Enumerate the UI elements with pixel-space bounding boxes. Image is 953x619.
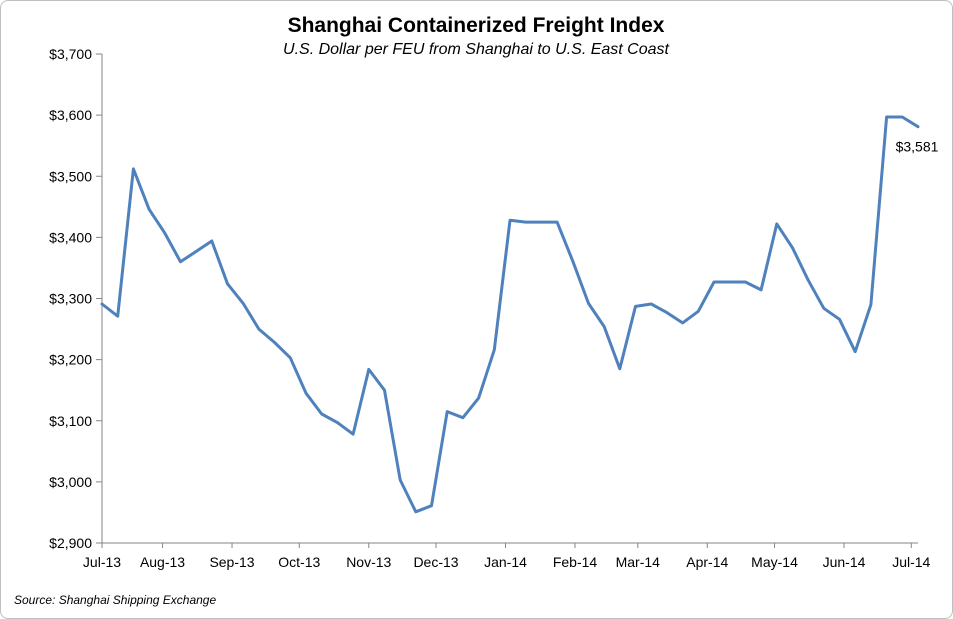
y-tick-label: $3,300 <box>49 291 92 307</box>
x-tick-label: Jan-14 <box>484 554 527 570</box>
x-tick-label: May-14 <box>751 554 798 570</box>
x-tick-label: Feb-14 <box>553 554 598 570</box>
x-tick-label: Jul-13 <box>83 554 121 570</box>
x-tick-label: Aug-13 <box>140 554 185 570</box>
y-axis-ticks: $2,900 $3,000 $3,100 $3,200 $3,300 $3,400 $3,5… <box>49 46 102 551</box>
y-tick-label: $3,000 <box>49 474 92 490</box>
x-tick-label: Sep-13 <box>209 554 254 570</box>
y-tick-label: $3,400 <box>49 229 92 245</box>
x-axis-ticks: Jul-13 Aug-13 Sep-13 Oct-13 Nov-13 Dec-13 Jan-… <box>83 543 931 570</box>
x-tick-label: Dec-13 <box>413 554 458 570</box>
y-tick-label: $3,200 <box>49 352 92 368</box>
y-tick-label: $3,100 <box>49 413 92 429</box>
y-tick-label: $3,600 <box>49 107 92 123</box>
x-tick-label: Nov-13 <box>346 554 391 570</box>
x-tick-label: Mar-14 <box>616 554 661 570</box>
y-tick-label: $3,700 <box>49 46 92 62</box>
y-tick-label: $2,900 <box>49 535 92 551</box>
chart-source: Source: Shanghai Shipping Exchange <box>14 593 216 607</box>
x-tick-label: Oct-13 <box>278 554 320 570</box>
chart-subtitle: U.S. Dollar per FEU from Shanghai to U.S… <box>283 41 669 58</box>
x-tick-label: Jul-14 <box>892 554 930 570</box>
chart-title: Shanghai Containerized Freight Index <box>288 14 665 37</box>
y-tick-label: $3,500 <box>49 168 92 184</box>
data-labels: $3,581 <box>896 139 939 155</box>
series-line <box>100 115 920 514</box>
x-tick-label: Jun-14 <box>823 554 866 570</box>
data-label: $3,581 <box>896 139 939 155</box>
x-tick-label: Apr-14 <box>686 554 728 570</box>
